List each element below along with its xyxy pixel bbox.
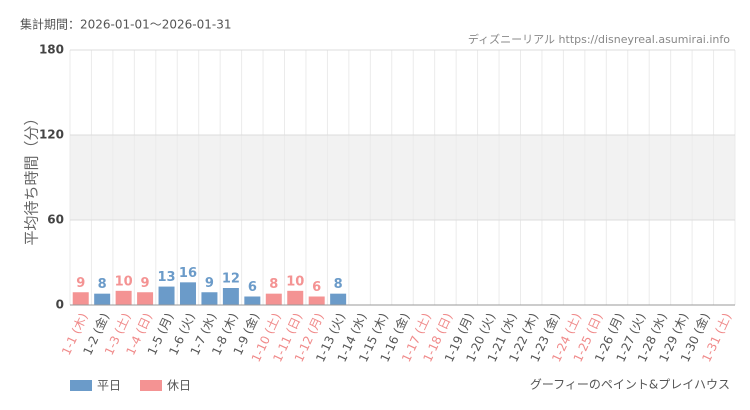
bar — [115, 290, 132, 305]
bar — [94, 293, 111, 305]
value-label: 12 — [222, 272, 240, 287]
value-label: 8 — [334, 277, 343, 292]
y-tick-label: 60 — [47, 213, 64, 227]
value-label: 9 — [205, 276, 214, 291]
bar — [330, 293, 347, 305]
bar — [222, 288, 239, 305]
y-tick-label: 0 — [56, 298, 64, 312]
y-tick-label: 120 — [39, 128, 64, 142]
value-label: 8 — [269, 277, 278, 292]
period: 集計期間：2026-01-01〜2026-01-31 — [20, 17, 231, 32]
value-label: 6 — [312, 280, 321, 295]
attraction: グーフィーのペイント&プレイハウス — [530, 378, 730, 392]
legend-label: 平日 — [97, 379, 121, 393]
value-label: 6 — [248, 280, 257, 295]
bar — [287, 290, 304, 305]
legend-label: 休日 — [167, 379, 191, 393]
source: ディズニーリアル https://disneyreal.asumirai.inf… — [468, 32, 730, 46]
bar — [137, 292, 154, 305]
value-label: 8 — [98, 277, 107, 292]
value-label: 13 — [157, 270, 175, 285]
y-axis-label: 平均待ち時間（分） — [23, 110, 41, 245]
bar — [201, 292, 218, 305]
value-label: 10 — [115, 274, 133, 289]
bar — [72, 292, 89, 305]
bar — [308, 296, 325, 305]
y-tick-label: 180 — [39, 43, 64, 57]
bar — [179, 282, 196, 305]
bar — [265, 293, 282, 305]
legend-swatch — [140, 380, 162, 391]
value-label: 10 — [286, 274, 304, 289]
bar — [244, 296, 261, 305]
grid-band — [70, 135, 735, 220]
legend-swatch — [70, 380, 92, 391]
value-label: 9 — [141, 276, 150, 291]
bar — [158, 286, 175, 305]
value-label: 16 — [179, 266, 197, 281]
value-label: 9 — [76, 276, 85, 291]
